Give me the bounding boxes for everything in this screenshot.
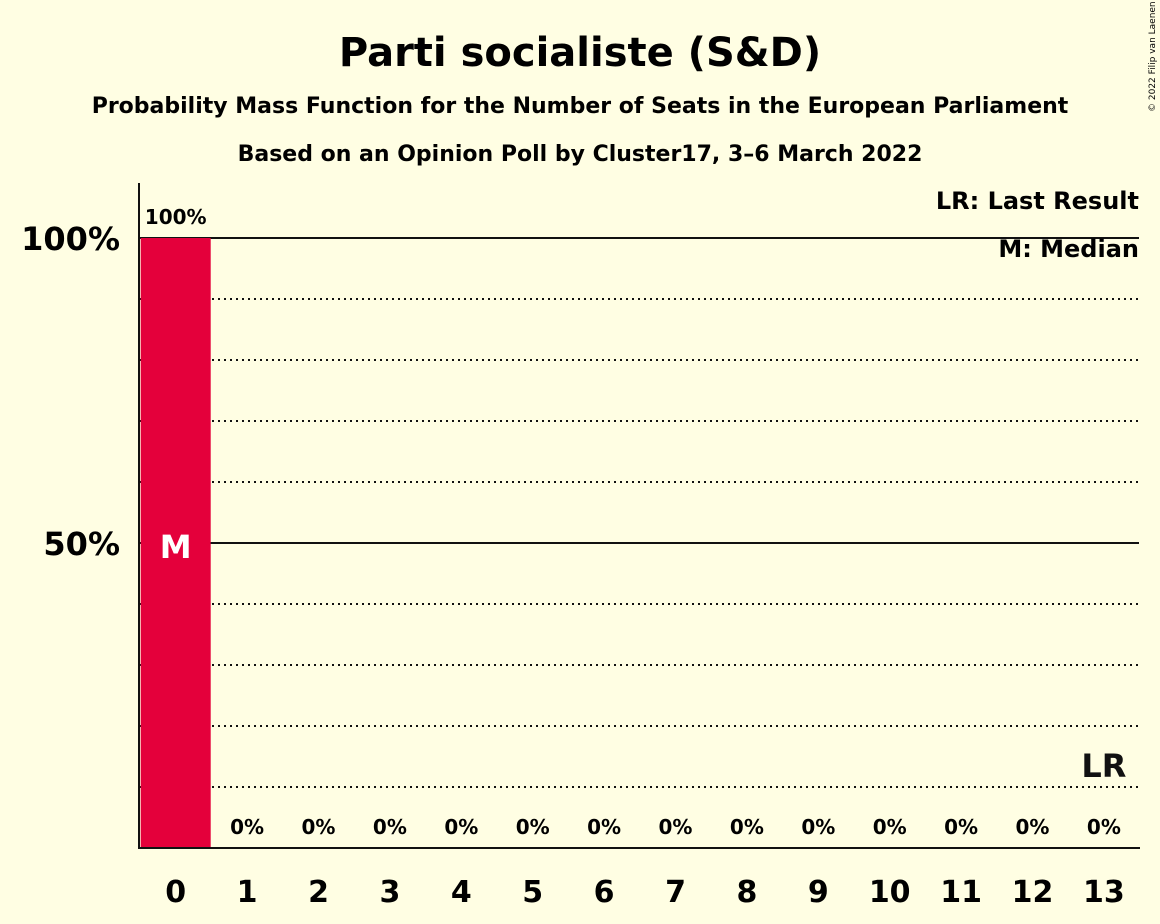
- x-tick-label: 11: [940, 875, 982, 910]
- x-tick-labels: 0 1 2 3 4 5 6 7 8 9 10 11 12 13: [165, 875, 1125, 910]
- x-tick-label: 9: [808, 875, 829, 910]
- x-tick-label: 4: [451, 875, 472, 910]
- chart-subtitle-source: Based on an Opinion Poll by Cluster17, 3…: [238, 142, 923, 167]
- data-label: 0%: [730, 815, 764, 839]
- x-tick-label: 10: [869, 875, 911, 910]
- bars: [140, 238, 211, 848]
- y-tick-label: 100%: [21, 220, 120, 258]
- x-tick-label: 8: [736, 875, 757, 910]
- last-result-marker: LR: [1081, 747, 1126, 785]
- y-tick-label: 50%: [43, 525, 120, 563]
- data-label: 0%: [516, 815, 550, 839]
- x-tick-label: 0: [165, 875, 186, 910]
- data-label: 0%: [302, 815, 336, 839]
- chart-subtitle: Probability Mass Function for the Number…: [92, 94, 1069, 119]
- data-label: 0%: [944, 815, 978, 839]
- x-tick-label: 7: [665, 875, 686, 910]
- gridlines: [140, 237, 1139, 788]
- x-tick-label: 1: [237, 875, 258, 910]
- data-label: 0%: [873, 815, 907, 839]
- x-tick-label: 3: [379, 875, 400, 910]
- legend-last-result: LR: Last Result: [936, 187, 1139, 215]
- x-tick-label: 6: [594, 875, 615, 910]
- x-tick-label: 5: [522, 875, 543, 910]
- y-tick-labels: 50% 100%: [21, 220, 120, 563]
- data-label: 100%: [145, 205, 207, 229]
- data-labels: 100% 0% 0% 0% 0% 0% 0% 0% 0% 0% 0% 0% 0% 0%: [145, 205, 1121, 839]
- data-label: 0%: [373, 815, 407, 839]
- data-label: 0%: [230, 815, 264, 839]
- x-tick-label: 2: [308, 875, 329, 910]
- data-label: 0%: [801, 815, 835, 839]
- data-label: 0%: [444, 815, 478, 839]
- data-label: 0%: [587, 815, 621, 839]
- data-label: 0%: [1016, 815, 1050, 839]
- chart-title: Parti socialiste (S&D): [339, 30, 821, 76]
- data-label: 0%: [659, 815, 693, 839]
- copyright-text: © 2022 Filip van Laenen: [1148, 1, 1158, 112]
- median-marker: M: [160, 528, 192, 566]
- legend-median: M: Median: [998, 235, 1139, 263]
- x-tick-label: 13: [1083, 875, 1125, 910]
- x-tick-label: 12: [1012, 875, 1054, 910]
- bar: [140, 238, 211, 848]
- data-label: 0%: [1087, 815, 1121, 839]
- markers: M LR: [160, 528, 1127, 785]
